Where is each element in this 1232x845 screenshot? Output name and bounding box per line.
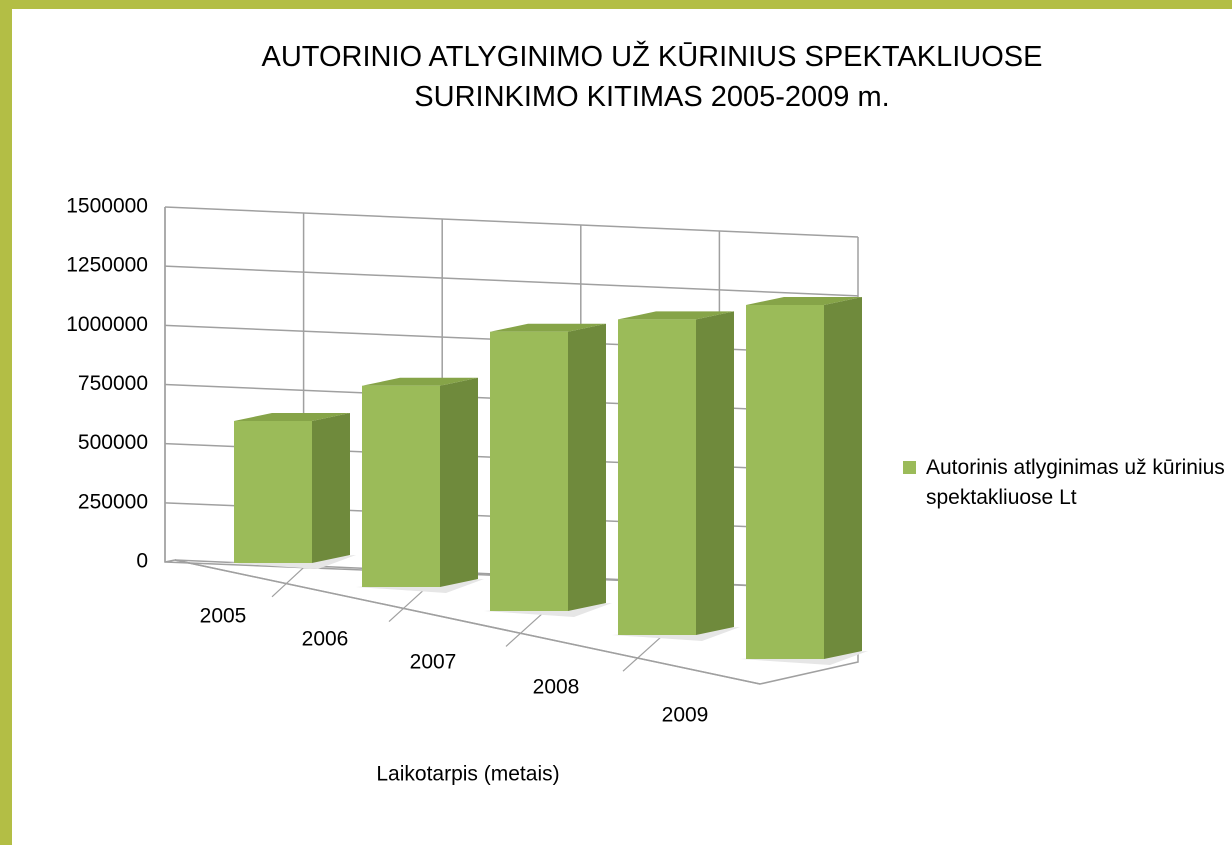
x-tick-label: 2008 [533,676,580,699]
bar [618,311,734,635]
bar-face [234,421,312,563]
bar [234,413,350,563]
bar-face [362,377,478,386]
x-axis-title: Laikotarpis (metais) [376,763,559,786]
bar-face [234,413,350,421]
bar-face [490,331,568,611]
bar-face [824,296,862,659]
y-tick-label: 750000 [78,372,148,395]
bar-face [312,413,350,563]
legend-swatch [903,461,916,474]
bar-face [618,319,696,635]
bar-face [696,311,734,635]
bar-face [490,323,606,332]
grid-line [164,265,859,297]
bar-face [440,377,478,587]
y-tick-label: 1500000 [66,195,148,218]
y-tick-label: 250000 [78,490,148,513]
y-tick-label: 1250000 [66,254,148,277]
chart-title: AUTORINIO ATLYGINIMO UŽ KŪRINIUS SPEKTAK… [261,41,1043,113]
chart: 0 250000 500000 750000 1000000 1250000 1500000… [66,195,916,786]
x-tick-label: 2006 [302,628,349,651]
floor-divider [271,567,305,598]
chart-area: 0 250000 500000 750000 1000000 1250000 1500000… [12,9,1232,845]
bar-face [746,296,862,305]
y-tick-label: 0 [136,550,148,573]
bar-face [568,323,606,611]
grid-line [164,206,859,238]
y-tick-label: 1000000 [66,313,148,336]
floor-edge [174,559,761,685]
bar [490,323,606,611]
x-tick-label: 2005 [200,605,247,628]
y-tick-label: 500000 [78,431,148,454]
bar-face [362,385,440,587]
legend-label: Autorinis atlyginimas už kūrinius spekta… [926,456,1225,509]
x-tick-label: 2009 [662,704,709,727]
bar [362,377,478,587]
bar [746,296,862,659]
bar-face [746,304,824,659]
bar-face [618,311,734,320]
x-tick-label: 2007 [410,651,457,674]
